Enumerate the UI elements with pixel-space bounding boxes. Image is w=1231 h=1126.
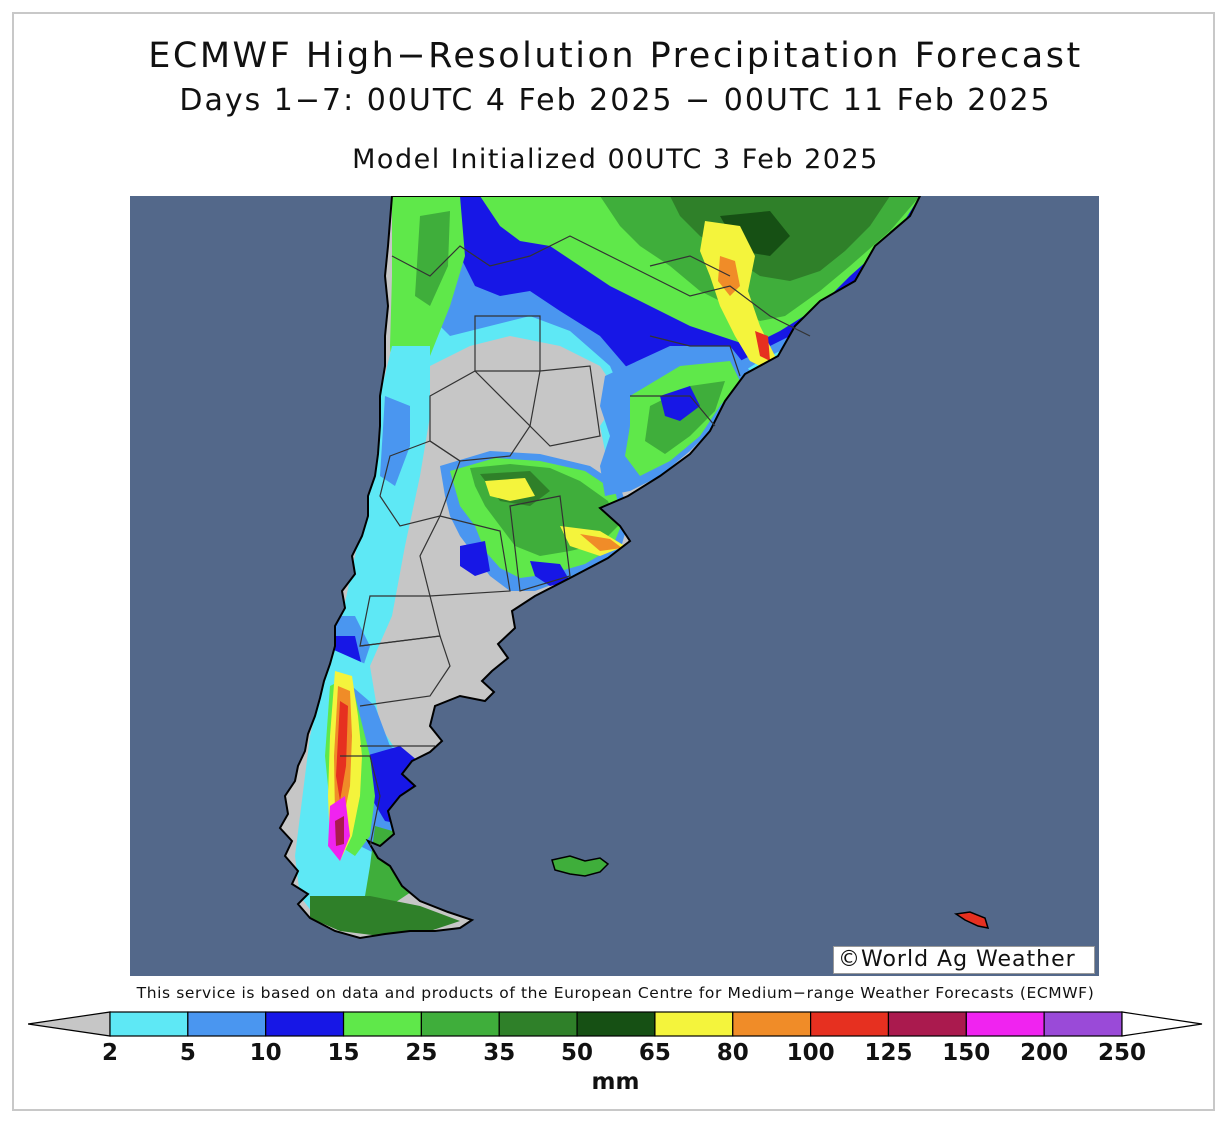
legend-box-11 <box>965 1011 1045 1037</box>
map-subtitle: Days 1−7: 00UTC 4 Feb 2025 − 00UTC 11 Fe… <box>179 83 1052 118</box>
precipitation-map <box>130 196 1099 976</box>
legend-tick-150: 150 <box>942 1040 991 1066</box>
map-title: ECMWF High−Resolution Precipitation Fore… <box>148 36 1083 76</box>
legend-tick-125: 125 <box>864 1040 913 1066</box>
legend-box-12 <box>1043 1011 1123 1037</box>
model-init-line: Model Initialized 00UTC 3 Feb 2025 <box>352 144 879 175</box>
legend-box-4 <box>420 1011 500 1037</box>
legend-box-2 <box>265 1011 345 1037</box>
legend-box-5 <box>498 1011 578 1037</box>
legend-box-8 <box>732 1011 812 1037</box>
legend-tick-200: 200 <box>1020 1040 1069 1066</box>
color-legend <box>28 1011 1203 1037</box>
falkland-islands <box>551 855 610 877</box>
land-mass <box>280 196 920 938</box>
south-georgia-island <box>953 911 990 929</box>
legend-over-triangle <box>1121 1011 1203 1037</box>
ecmwf-disclaimer: This service is based on data and produc… <box>136 984 1095 1002</box>
legend-box-10 <box>887 1011 967 1037</box>
legend-tick-25: 25 <box>405 1040 438 1066</box>
legend-tick-35: 35 <box>483 1040 516 1066</box>
legend-under-triangle <box>28 1011 111 1037</box>
legend-box-6 <box>576 1011 656 1037</box>
legend-unit: mm <box>591 1069 640 1095</box>
legend-tick-10: 10 <box>249 1040 282 1066</box>
legend-tick-250: 250 <box>1097 1040 1147 1066</box>
coastline <box>278 196 922 940</box>
political-boundaries <box>340 235 811 847</box>
legend-box-3 <box>342 1011 422 1037</box>
legend-tick-15: 15 <box>327 1040 360 1066</box>
legend-box-0 <box>109 1011 189 1037</box>
legend-tick-100: 100 <box>786 1040 835 1066</box>
copyright-credit: ©World Ag Weather <box>833 946 1095 974</box>
precipitation-shading <box>295 196 920 936</box>
legend-box-9 <box>810 1011 890 1037</box>
legend-box-1 <box>187 1011 267 1037</box>
legend-tick-5: 5 <box>179 1040 196 1066</box>
legend-tick-80: 80 <box>716 1040 749 1066</box>
legend-tick-2: 2 <box>101 1040 119 1066</box>
legend-tick-50: 50 <box>561 1040 594 1066</box>
legend-box-7 <box>654 1011 734 1037</box>
legend-color-boxes <box>109 1011 1123 1037</box>
legend-tick-65: 65 <box>638 1040 671 1066</box>
